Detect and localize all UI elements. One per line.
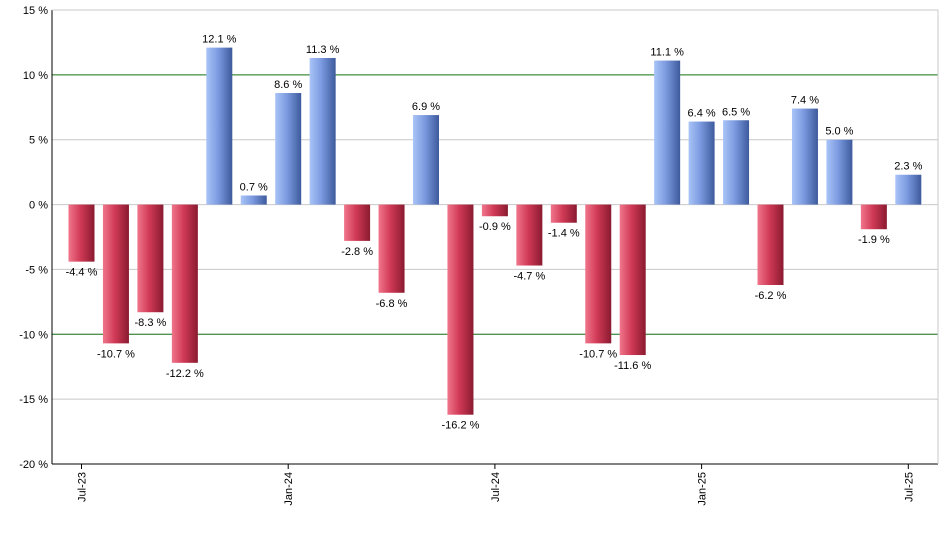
- data-label: -4.7 %: [513, 271, 545, 283]
- data-label: 11.3 %: [306, 44, 340, 56]
- data-label: -6.8 %: [376, 298, 408, 310]
- data-label: 5.0 %: [825, 126, 853, 138]
- data-label: -16.2 %: [441, 420, 479, 432]
- data-label: -1.9 %: [858, 234, 890, 246]
- x-tick-label: Jul-25: [903, 472, 915, 502]
- x-tick-labels: Jul-23 Jan-24 Jul-24 Jan-25 Jul-25: [77, 472, 916, 506]
- data-label: 6.9 %: [412, 101, 440, 113]
- bar: [757, 204, 784, 285]
- data-label: -4.4 %: [66, 267, 98, 279]
- bar: [619, 204, 646, 356]
- x-tick-label: Jan-25: [697, 472, 709, 506]
- bar: [137, 204, 164, 313]
- y-tick-label: -20 %: [19, 459, 48, 471]
- data-label: 6.4 %: [688, 108, 716, 120]
- bar: [447, 204, 474, 415]
- bar: [654, 60, 681, 205]
- data-label: 11.1 %: [650, 47, 684, 59]
- bar: [481, 204, 508, 217]
- y-tick-label: -10 %: [19, 329, 48, 341]
- bar: [791, 108, 818, 205]
- bar: [585, 204, 612, 344]
- x-tick-label: Jan-24: [283, 472, 295, 506]
- bar: [688, 121, 715, 205]
- bar: [723, 120, 750, 205]
- bar: [240, 195, 267, 205]
- y-tick-label: -5 %: [25, 264, 48, 276]
- bar: [413, 115, 439, 205]
- y-tick-label: 10 %: [23, 70, 48, 82]
- data-label: -11.6 %: [614, 360, 651, 372]
- bar: [309, 57, 336, 205]
- data-label: -2.8 %: [341, 246, 373, 258]
- reference-lines: [52, 74, 938, 335]
- data-label: -6.2 %: [755, 290, 787, 302]
- data-label: 7.4 %: [791, 95, 819, 107]
- bar: [378, 204, 405, 293]
- bar: [206, 47, 233, 205]
- bar: [171, 204, 198, 363]
- y-tick-labels: 15 % 10 % 5 % 0 % -5 % -10 % -15 % -20 %: [19, 5, 48, 471]
- data-label: 2.3 %: [894, 161, 922, 173]
- data-labels: -4.4 % -10.7 % -8.3 % -12.2 % 12.1 % 0.7 % 8.6…: [66, 34, 923, 432]
- data-label: -10.7 %: [97, 348, 135, 360]
- bars: [68, 47, 922, 415]
- data-label: -0.9 %: [479, 221, 511, 233]
- data-label: -12.2 %: [166, 368, 204, 380]
- x-tick-label: Jul-24: [490, 472, 502, 502]
- bar: [68, 204, 95, 262]
- data-label: -1.4 %: [548, 228, 580, 240]
- x-tick-label: Jul-23: [77, 472, 89, 502]
- data-label: 8.6 %: [274, 79, 302, 91]
- bar: [826, 139, 853, 205]
- bar: [860, 204, 887, 230]
- data-label: 0.7 %: [240, 181, 268, 193]
- axes: [51, 9, 939, 469]
- data-label: -10.7 %: [579, 348, 617, 360]
- bar: [516, 204, 543, 266]
- y-tick-label: 5 %: [29, 135, 48, 147]
- bar: [102, 204, 129, 344]
- bar: [550, 204, 577, 223]
- y-tick-label: 0 %: [29, 200, 48, 212]
- bar: [344, 204, 371, 241]
- data-label: -8.3 %: [135, 317, 167, 329]
- data-label: 12.1 %: [202, 34, 236, 46]
- y-tick-label: -15 %: [19, 394, 48, 406]
- data-label: 6.5 %: [722, 106, 750, 118]
- bar: [895, 174, 922, 205]
- y-tick-label: 15 %: [23, 5, 48, 17]
- bar: [275, 93, 302, 205]
